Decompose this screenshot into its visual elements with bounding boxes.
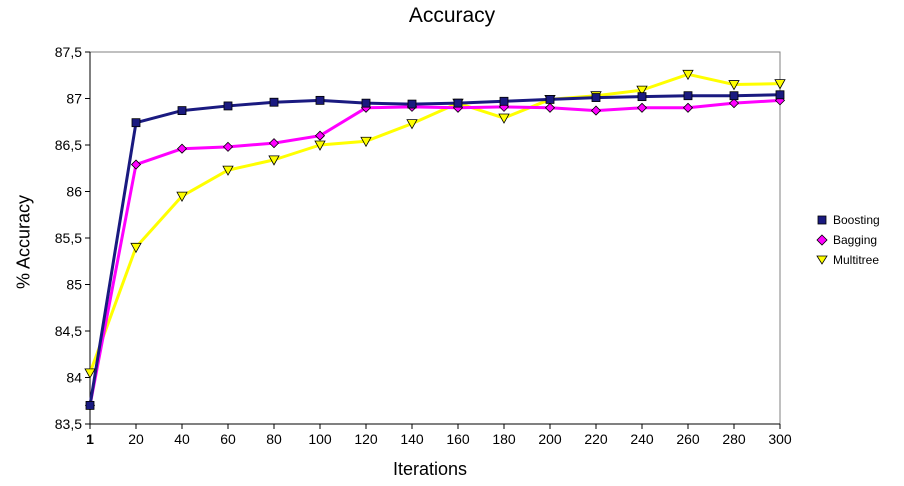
x-tick-label: 160 [446, 431, 470, 447]
data-point-bagging [636, 102, 648, 113]
x-tick-label: 20 [128, 431, 144, 447]
data-point-multitree [636, 85, 648, 96]
data-point-multitree [682, 69, 694, 81]
data-point-multitree [84, 368, 96, 379]
data-point-multitree [222, 165, 234, 176]
data-point-boosting [407, 99, 417, 109]
x-tick-label: 60 [220, 431, 236, 447]
data-point-boosting [177, 106, 187, 115]
data-point-multitree [498, 113, 510, 124]
data-point-boosting [729, 91, 739, 101]
legend-item-boosting: Boosting [814, 211, 880, 229]
data-point-bagging [682, 102, 694, 113]
y-tick-label: 87 [66, 91, 82, 107]
data-point-boosting [545, 95, 555, 104]
data-point-bagging [590, 105, 602, 116]
x-tick-label: 260 [676, 431, 700, 447]
data-point-boosting [269, 97, 279, 107]
data-point-boosting [315, 95, 325, 105]
data-point-multitree [130, 242, 142, 254]
x-tick-label: 200 [538, 431, 562, 447]
data-point-boosting [775, 90, 785, 100]
series-line-boosting [88, 93, 781, 406]
data-point-boosting [131, 118, 141, 128]
x-tick-label: 40 [174, 431, 190, 447]
legend-label-bagging: Bagging [833, 233, 878, 247]
data-point-boosting [591, 93, 601, 102]
data-point-bagging [130, 159, 142, 170]
y-tick-label: 84,5 [55, 323, 82, 339]
legend: Boosting Bagging Multitree [814, 207, 904, 279]
data-point-boosting [361, 98, 371, 108]
y-axis-label: % Accuracy [13, 194, 34, 290]
data-point-multitree [774, 79, 786, 90]
data-point-multitree [360, 136, 372, 148]
data-point-multitree [268, 155, 280, 166]
data-point-boosting [683, 91, 693, 101]
data-point-bagging [222, 141, 234, 152]
data-point-multitree [314, 140, 326, 151]
data-point-bagging [176, 143, 188, 154]
data-point-bagging [728, 98, 740, 109]
x-tick-label: 100 [308, 431, 332, 447]
x-tick-label: 180 [492, 431, 516, 447]
data-point-multitree [406, 119, 418, 130]
legend-item-multitree: Multitree [814, 251, 879, 269]
x-tick-label: 300 [768, 431, 792, 447]
legend-marker-boosting [817, 215, 827, 225]
legend-item-bagging: Bagging [814, 231, 877, 249]
y-tick-label: 85,5 [55, 230, 82, 246]
y-tick-label: 86 [66, 184, 82, 200]
x-tick-label: 1 [86, 431, 94, 447]
x-tick-label: 240 [630, 431, 654, 447]
data-point-bagging [314, 130, 326, 141]
x-tick-label: 220 [584, 431, 608, 447]
x-tick-label: 120 [354, 431, 378, 447]
y-tick-label: 87,5 [55, 44, 82, 60]
data-point-bagging [544, 102, 556, 113]
x-tick-label: 280 [722, 431, 746, 447]
data-point-boosting [223, 101, 233, 111]
data-point-multitree [176, 191, 188, 202]
legend-marker-bagging [816, 234, 828, 246]
data-point-multitree [728, 80, 740, 91]
legend-label-boosting: Boosting [833, 213, 880, 227]
y-tick-label: 85 [66, 277, 82, 293]
data-point-boosting [85, 400, 95, 410]
series-line-multitree [88, 72, 781, 374]
y-tick-label: 83,5 [55, 416, 82, 432]
series-line-bagging [88, 98, 781, 406]
data-point-bagging [268, 138, 280, 149]
data-point-boosting [453, 98, 463, 108]
legend-label-multitree: Multitree [833, 253, 880, 267]
y-tick-label: 86,5 [55, 137, 82, 153]
chart-title: Accuracy [408, 4, 496, 27]
x-tick-label: 140 [400, 431, 424, 447]
data-point-boosting [637, 92, 647, 102]
x-tick-label: 80 [266, 431, 282, 447]
x-axis-label: Iterations [392, 459, 468, 479]
y-tick-label: 84 [66, 370, 82, 386]
legend-marker-multitree [816, 255, 828, 265]
data-point-boosting [499, 96, 509, 106]
